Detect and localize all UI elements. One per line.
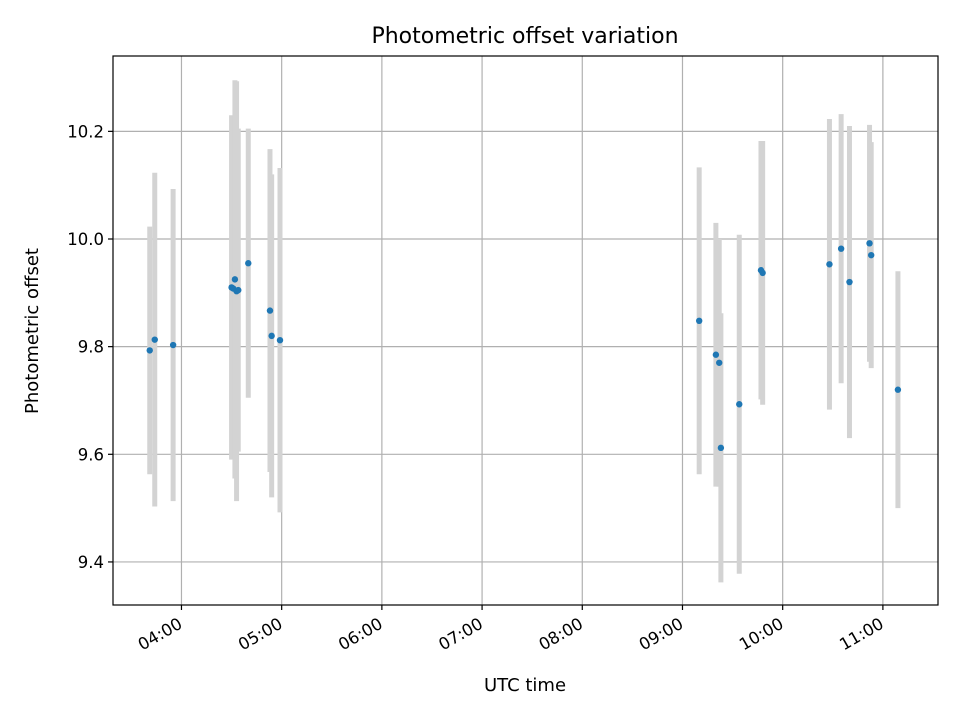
data-point — [867, 251, 875, 259]
data-point — [245, 260, 252, 267]
data-points — [146, 240, 902, 452]
data-point — [866, 240, 873, 247]
data-point — [837, 245, 845, 252]
y-tick-label: 9.4 — [78, 553, 104, 572]
chart-title: Photometric offset variation — [371, 24, 678, 49]
data-point — [716, 359, 723, 366]
data-point — [846, 278, 853, 286]
data-point — [695, 317, 703, 325]
y-tick-label: 9.6 — [78, 445, 104, 464]
data-point — [736, 401, 743, 408]
x-axis-label: UTC time — [484, 675, 566, 696]
y-tick-label: 9.8 — [78, 338, 104, 357]
data-point — [276, 336, 284, 344]
data-point — [894, 386, 902, 393]
data-point — [759, 269, 766, 277]
data-point — [268, 332, 275, 340]
plot-frame — [112, 55, 939, 606]
data-point — [266, 307, 274, 314]
data-point — [712, 351, 720, 358]
data-point — [717, 444, 725, 452]
data-point — [826, 261, 833, 268]
y-tick-label: 10.0 — [67, 230, 104, 249]
data-point — [146, 347, 153, 354]
data-point — [151, 336, 158, 343]
data-point — [169, 341, 177, 349]
y-axis-label: Photometric offset — [22, 248, 43, 414]
y-tick-label: 10.2 — [67, 122, 104, 141]
data-point — [235, 286, 242, 294]
data-point — [231, 276, 239, 283]
